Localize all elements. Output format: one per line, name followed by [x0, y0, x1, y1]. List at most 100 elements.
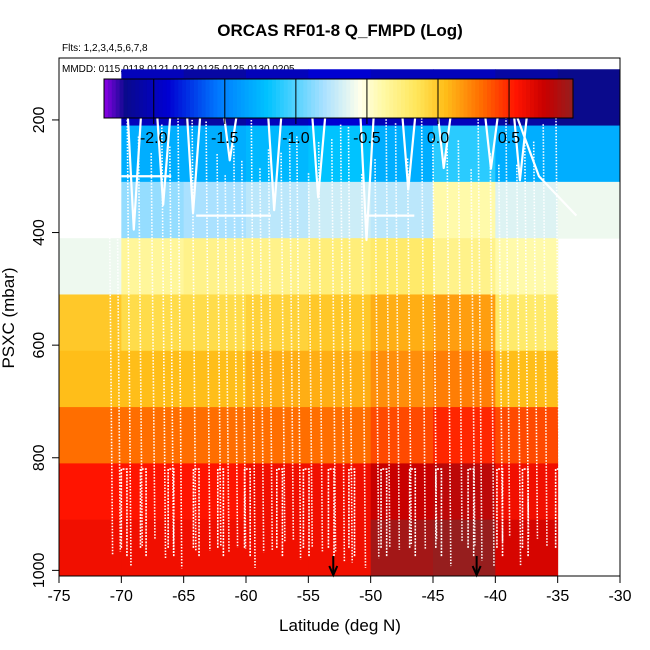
colorbar-segment: [174, 79, 179, 118]
heatmap-cell: [433, 350, 496, 408]
heatmap-cell: [433, 125, 496, 183]
colorbar-segment: [533, 79, 539, 118]
colorbar-segment: [510, 79, 515, 118]
heatmap-cell: [246, 238, 309, 295]
colorbar: -2.0 -1.5 -1.0 -0.5 0.0 0.5: [103, 78, 574, 147]
y-tick-label: 600: [31, 332, 48, 359]
heatmap-cell: [557, 181, 621, 239]
heatmap-cell: [433, 238, 496, 295]
colorbar-segment: [342, 79, 347, 118]
colorbar-segment: [467, 79, 472, 118]
heatmap-cell: [308, 350, 372, 408]
heatmap-cell: [433, 181, 496, 239]
colorbar-segment: [268, 79, 273, 118]
colorbar-segment: [401, 79, 406, 118]
heatmap-cell: [370, 463, 434, 521]
y-tick-label: 400: [31, 219, 48, 246]
colorbar-segment: [358, 79, 363, 118]
heatmap-cell: [370, 350, 434, 408]
colorbar-segment: [131, 79, 136, 118]
colorbar-segment: [104, 79, 109, 118]
heatmap-cell: [495, 407, 559, 464]
heatmap-cell: [59, 238, 122, 295]
colorbar-segment: [244, 79, 250, 118]
y-tick-label: 800: [31, 444, 48, 471]
x-tick-label: -30: [608, 588, 631, 605]
colorbar-segment: [541, 79, 547, 118]
colorbar-segment: [162, 79, 168, 118]
colorbar-segment: [209, 79, 215, 118]
colorbar-segment: [221, 79, 226, 118]
colorbar-segment: [537, 79, 543, 118]
colorbar-segment: [350, 79, 355, 118]
colorbar-segment: [150, 79, 156, 118]
colorbar-segment: [205, 79, 211, 118]
colorbar-tick-label: 0.5: [498, 130, 520, 147]
heatmap-cell: [370, 407, 434, 464]
colorbar-segment: [303, 79, 308, 118]
colorbar-segment: [311, 79, 316, 118]
colorbar-segment: [182, 79, 187, 118]
colorbar-segment: [373, 79, 379, 118]
y-tick-label: 1000: [31, 552, 48, 588]
x-axis-label: Latitude (deg N): [279, 616, 401, 635]
colorbar-segment: [483, 79, 488, 118]
colorbar-segment: [451, 79, 457, 118]
colorbar-segment: [232, 79, 238, 118]
colorbar-segment: [471, 79, 476, 118]
colorbar-segment: [197, 79, 203, 118]
colorbar-segment: [279, 79, 285, 118]
colorbar-segment: [549, 79, 555, 118]
colorbar-segment: [420, 79, 426, 118]
colorbar-segment: [408, 79, 414, 118]
colorbar-segment: [385, 79, 390, 118]
x-tick-label: -40: [484, 588, 507, 605]
colorbar-tick-label: 0.0: [427, 130, 449, 147]
colorbar-tick-label: -2.0: [140, 130, 168, 147]
heatmap-cell: [433, 407, 496, 464]
colorbar-segment: [389, 79, 394, 118]
colorbar-segment: [201, 79, 207, 118]
colorbar-segment: [338, 79, 344, 118]
colorbar-segment: [412, 79, 418, 118]
heatmap-cell: [557, 125, 621, 183]
colorbar-segment: [307, 79, 312, 118]
colorbar-segment: [479, 79, 484, 118]
colorbar-segment: [248, 79, 254, 118]
colorbar-segment: [381, 79, 386, 118]
colorbar-segment: [256, 79, 261, 118]
marker-arrow-head: [471, 565, 482, 578]
colorbar-segment: [522, 79, 527, 118]
colorbar-segment: [111, 79, 117, 118]
colorbar-segment: [139, 79, 144, 118]
colorbar-segment: [440, 79, 445, 118]
latitude-markers: [328, 556, 482, 578]
chart-title: ORCAS RF01-8 Q_FMPD (Log): [217, 21, 463, 40]
y-axis: 200 400 600 800 1000: [31, 106, 59, 588]
colorbar-segment: [428, 79, 433, 118]
colorbar-segment: [107, 79, 113, 118]
colorbar-segment: [166, 79, 172, 118]
heatmap-cell: [246, 181, 309, 239]
colorbar-segment: [545, 79, 551, 118]
colorbar-segment: [225, 79, 230, 118]
colorbar-segment: [475, 79, 480, 118]
colorbar-segment: [170, 79, 175, 118]
colorbar-segment: [365, 79, 371, 118]
colorbar-segment: [424, 79, 429, 118]
heatmap-cell: [308, 294, 372, 352]
heatmap-cell: [246, 407, 309, 464]
colorbar-segment: [494, 79, 500, 118]
heatmap-cell: [433, 463, 496, 521]
heatmap-cell: [59, 519, 122, 577]
x-tick-label: -45: [421, 588, 444, 605]
colorbar-segment: [393, 79, 398, 118]
colorbar-segment: [193, 79, 199, 118]
colorbar-segment: [487, 79, 492, 118]
heatmap-cell: [370, 238, 434, 295]
colorbar-segment: [334, 79, 340, 118]
colorbar-segment: [361, 79, 367, 118]
colorbar-segment: [346, 79, 351, 118]
colorbar-segment: [490, 79, 496, 118]
